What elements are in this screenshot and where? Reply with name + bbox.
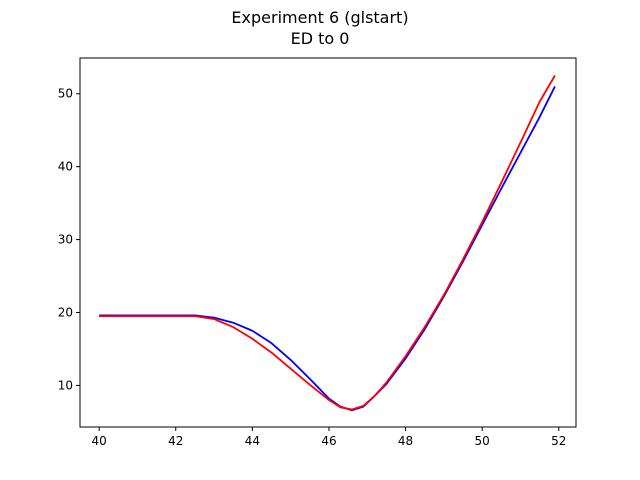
ticks-layer: 40 42 44 46 48 50 52 10 20 30 40 50 <box>58 87 567 448</box>
x-tick-label: 42 <box>168 434 183 448</box>
y-tick-label: 40 <box>58 160 73 174</box>
x-tick-label: 48 <box>398 434 413 448</box>
x-tick-label: 50 <box>475 434 490 448</box>
x-tick-label: 44 <box>245 434 260 448</box>
x-tick-label: 40 <box>92 434 107 448</box>
x-tick-label: 46 <box>321 434 336 448</box>
series-line-1 <box>99 86 556 412</box>
axes-layer <box>79 57 577 428</box>
plot-frame <box>79 57 577 428</box>
y-tick-label: 20 <box>58 306 73 320</box>
y-tick-label: 30 <box>58 233 73 247</box>
series-line-2 <box>99 75 556 411</box>
chart-subtitle: ED to 0 <box>290 29 350 48</box>
y-tick-label: 10 <box>58 378 73 392</box>
chart-title: Experiment 6 (glstart) <box>231 8 409 27</box>
series-layer <box>99 75 556 412</box>
y-tick-label: 50 <box>58 87 73 101</box>
x-tick-label: 52 <box>551 434 566 448</box>
